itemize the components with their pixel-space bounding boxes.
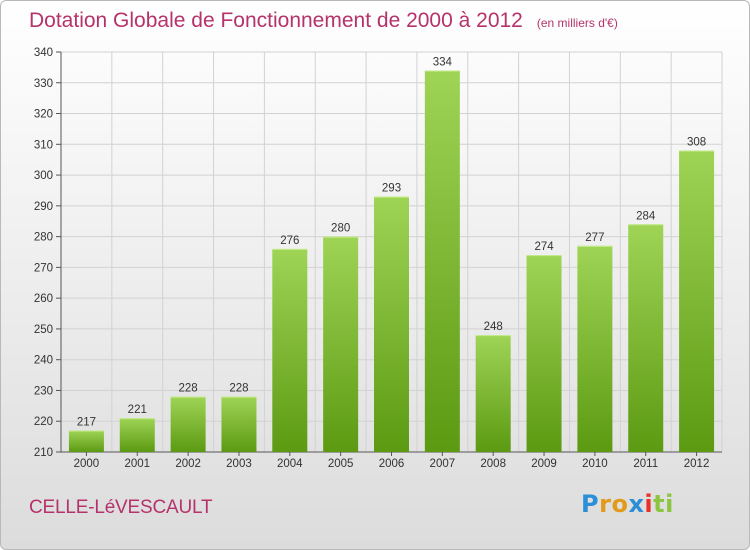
logo-letter: t: [653, 490, 666, 518]
chart-title-text: Dotation Globale de Fonctionnement de 20…: [29, 9, 523, 32]
bar-value-label: 277: [585, 232, 604, 244]
bar: [119, 418, 155, 452]
unit-note: (en milliers d'€): [536, 16, 618, 30]
bar-value-label: 284: [636, 210, 656, 222]
municipality-name: CELLE-LéVESCAULT: [29, 497, 213, 518]
y-tick-label: 240: [34, 355, 53, 367]
logo-letter: P: [581, 490, 600, 518]
chart-title: Dotation Globale de Fonctionnement de 20…: [29, 9, 618, 33]
bar: [323, 236, 359, 452]
bar: [577, 245, 613, 452]
bar-value-label: 228: [179, 383, 198, 395]
bar: [679, 150, 715, 452]
bar: [272, 248, 308, 452]
bar-value-label: 308: [687, 136, 706, 148]
x-tick-label: 2008: [480, 458, 506, 470]
x-tick-label: 2005: [328, 458, 354, 470]
x-tick-label: 2002: [175, 458, 201, 470]
proxiti-logo: Proxiti: [581, 490, 674, 518]
bar-value-label: 217: [77, 416, 96, 428]
logo-letter: i: [644, 490, 654, 518]
x-tick-label: 2012: [684, 458, 710, 470]
bar: [374, 196, 409, 452]
x-tick-label: 2000: [74, 458, 100, 470]
bar-value-label: 248: [484, 321, 503, 333]
y-tick-label: 340: [34, 47, 53, 59]
bar-value-label: 293: [382, 183, 401, 195]
bar: [475, 335, 511, 452]
x-tick-label: 2009: [531, 458, 557, 470]
bar-value-label: 280: [331, 223, 350, 235]
y-tick-label: 250: [34, 324, 53, 336]
x-tick-label: 2006: [379, 458, 405, 470]
bars: 217 221 228 228 276 280 293 334 248 274 277 284 308: [68, 56, 715, 452]
bar: [424, 70, 460, 452]
logo-letter: o: [611, 490, 629, 518]
x-tick-label: 2011: [633, 458, 658, 470]
bar-value-label: 334: [433, 56, 453, 68]
y-tick-label: 300: [34, 170, 53, 182]
x-tick-label: 2010: [582, 458, 608, 470]
y-tick-label: 220: [34, 416, 53, 428]
bar-value-label: 276: [280, 235, 299, 247]
bar: [170, 396, 206, 452]
logo-letter: i: [665, 490, 674, 518]
y-tick-label: 280: [34, 232, 53, 244]
y-tick-label: 290: [34, 201, 53, 213]
x-tick-label: 2001: [124, 458, 150, 470]
logo-letter: x: [628, 490, 645, 518]
bar: [628, 224, 664, 452]
y-tick-label: 270: [34, 262, 53, 274]
y-tick-label: 320: [34, 109, 53, 121]
x-tick-label: 2003: [226, 458, 252, 470]
y-tick-label: 230: [34, 385, 53, 397]
y-tick-label: 330: [34, 78, 53, 90]
bar-value-label: 221: [128, 404, 147, 416]
y-tick-label: 310: [34, 139, 53, 151]
bar: [68, 430, 104, 452]
y-tick-label: 210: [34, 447, 53, 459]
bar: [526, 255, 562, 452]
logo-letter: r: [599, 490, 612, 518]
bar-value-label: 274: [534, 241, 554, 253]
y-tick-label: 260: [34, 293, 53, 305]
x-tick-label: 2004: [277, 458, 303, 470]
bar: [221, 396, 257, 452]
bar-value-label: 228: [229, 383, 248, 395]
x-tick-label: 2007: [430, 458, 456, 470]
